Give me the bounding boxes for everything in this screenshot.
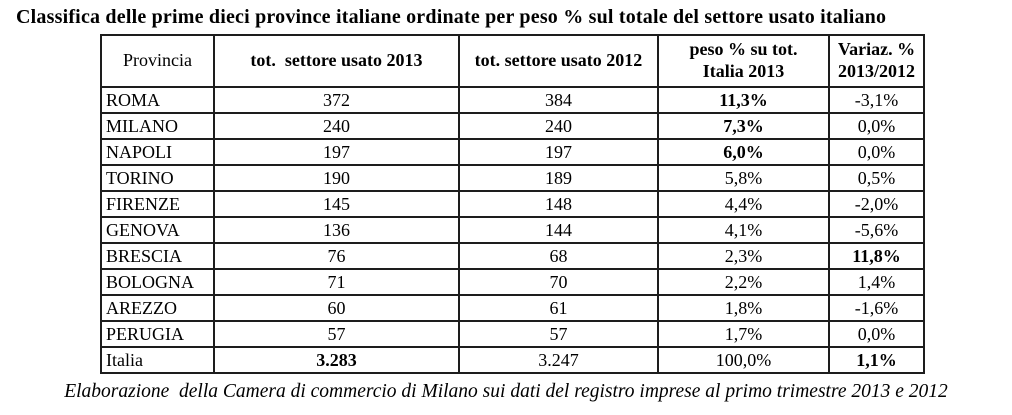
header-provincia: Provincia [100, 34, 215, 88]
cell-variaz: 0,0% [828, 138, 925, 166]
cell-tot2013: 136 [213, 216, 460, 244]
table-row: BOLOGNA 71 70 2,2% 1,4% [100, 268, 925, 296]
header-peso: peso % su tot. Italia 2013 [657, 34, 830, 88]
cell-peso: 2,3% [657, 242, 830, 270]
table-row: PERUGIA 57 57 1,7% 0,0% [100, 320, 925, 348]
header-variaz: Variaz. % 2013/2012 [828, 34, 925, 88]
cell-variaz: 0,5% [828, 164, 925, 192]
cell-provincia: MILANO [100, 112, 215, 140]
header-row: Provincia tot. settore usato 2013 tot. s… [100, 34, 925, 88]
header-tot-2012: tot. settore usato 2012 [458, 34, 659, 88]
cell-tot2013: 197 [213, 138, 460, 166]
header-variaz-line1: Variaz. % [837, 39, 916, 60]
cell-tot2013: 240 [213, 112, 460, 140]
cell-tot2012: 384 [458, 86, 659, 114]
page-title: Classifica delle prime dieci province it… [16, 6, 887, 28]
cell-peso: 7,3% [657, 112, 830, 140]
cell-provincia: TORINO [100, 164, 215, 192]
cell-variaz: 1,1% [828, 346, 925, 374]
cell-peso: 1,7% [657, 320, 830, 348]
cell-variaz: -5,6% [828, 216, 925, 244]
cell-provincia: AREZZO [100, 294, 215, 322]
cell-peso: 2,2% [657, 268, 830, 296]
table-row: Italia 3.283 3.247 100,0% 1,1% [100, 346, 925, 374]
cell-tot2012: 68 [458, 242, 659, 270]
table-header: Provincia tot. settore usato 2013 tot. s… [100, 34, 925, 88]
cell-peso: 1,8% [657, 294, 830, 322]
cell-tot2012: 144 [458, 216, 659, 244]
province-ranking-table: Provincia tot. settore usato 2013 tot. s… [100, 34, 925, 374]
cell-provincia: NAPOLI [100, 138, 215, 166]
cell-tot2013: 71 [213, 268, 460, 296]
cell-variaz: -3,1% [828, 86, 925, 114]
cell-tot2012: 148 [458, 190, 659, 218]
cell-variaz: 0,0% [828, 320, 925, 348]
cell-provincia: BRESCIA [100, 242, 215, 270]
cell-variaz: 1,4% [828, 268, 925, 296]
header-peso-line1: peso % su tot. [689, 39, 798, 60]
cell-tot2012: 197 [458, 138, 659, 166]
cell-peso: 100,0% [657, 346, 830, 374]
cell-provincia: ROMA [100, 86, 215, 114]
table-body: ROMA 372 384 11,3% -3,1% MILANO 240 240 7,3% 0,0%… [100, 86, 925, 374]
table-row: TORINO 190 189 5,8% 0,5% [100, 164, 925, 192]
cell-tot2012: 57 [458, 320, 659, 348]
cell-provincia: FIRENZE [100, 190, 215, 218]
cell-tot2013: 145 [213, 190, 460, 218]
cell-variaz: 0,0% [828, 112, 925, 140]
table-row: MILANO 240 240 7,3% 0,0% [100, 112, 925, 140]
cell-peso: 11,3% [657, 86, 830, 114]
cell-variaz: -1,6% [828, 294, 925, 322]
cell-peso: 4,4% [657, 190, 830, 218]
source-note: Elaborazione della Camera di commercio d… [64, 381, 948, 402]
cell-variaz: 11,8% [828, 242, 925, 270]
table-row: BRESCIA 76 68 2,3% 11,8% [100, 242, 925, 270]
cell-provincia: GENOVA [100, 216, 215, 244]
cell-peso: 5,8% [657, 164, 830, 192]
cell-tot2012: 3.247 [458, 346, 659, 374]
header-tot-2013: tot. settore usato 2013 [213, 34, 460, 88]
cell-tot2013: 372 [213, 86, 460, 114]
cell-tot2012: 70 [458, 268, 659, 296]
cell-tot2012: 189 [458, 164, 659, 192]
cell-variaz: -2,0% [828, 190, 925, 218]
cell-tot2013: 3.283 [213, 346, 460, 374]
table-row: NAPOLI 197 197 6,0% 0,0% [100, 138, 925, 166]
cell-tot2012: 61 [458, 294, 659, 322]
cell-tot2012: 240 [458, 112, 659, 140]
cell-peso: 4,1% [657, 216, 830, 244]
cell-tot2013: 190 [213, 164, 460, 192]
cell-peso: 6,0% [657, 138, 830, 166]
header-peso-line2: Italia 2013 [702, 61, 785, 81]
cell-provincia: BOLOGNA [100, 268, 215, 296]
table-row: ROMA 372 384 11,3% -3,1% [100, 86, 925, 114]
cell-provincia: PERUGIA [100, 320, 215, 348]
cell-tot2013: 60 [213, 294, 460, 322]
header-variaz-line2: 2013/2012 [837, 61, 915, 81]
table-row: FIRENZE 145 148 4,4% -2,0% [100, 190, 925, 218]
table-row: GENOVA 136 144 4,1% -5,6% [100, 216, 925, 244]
cell-tot2013: 57 [213, 320, 460, 348]
cell-provincia: Italia [100, 346, 215, 374]
cell-tot2013: 76 [213, 242, 460, 270]
table-row: AREZZO 60 61 1,8% -1,6% [100, 294, 925, 322]
